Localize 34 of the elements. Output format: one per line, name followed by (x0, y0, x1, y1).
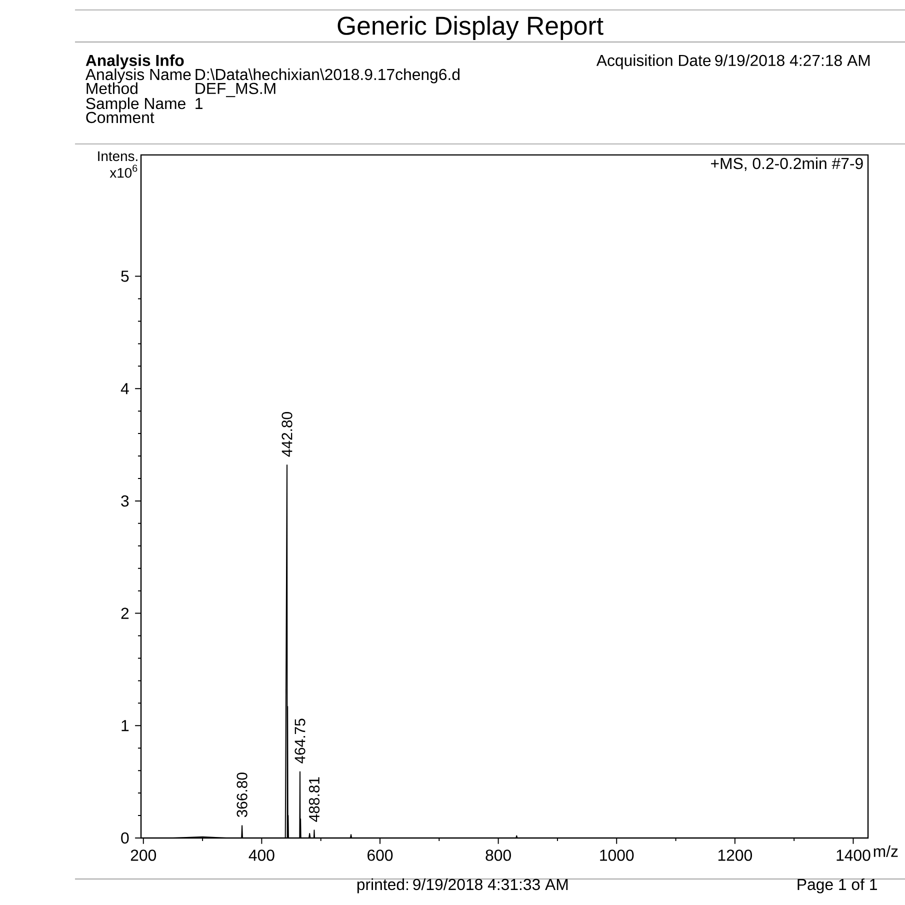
x-tick-label: 400 (248, 850, 274, 861)
annotation: 442.80 (282, 412, 292, 457)
x-tick-label: 1200 (718, 850, 752, 861)
annotation: 366.80 (236, 772, 248, 818)
text: Comment (86, 112, 154, 124)
text: D:\Data\hechixian\2018.9.17cheng6.d (196, 68, 460, 84)
x-axis-title: m/z (874, 845, 898, 858)
text: 9/19/2018 4:31:33 AM (413, 878, 568, 890)
x-tick-label: 600 (368, 850, 393, 861)
text: DEF_MS.M (196, 82, 276, 98)
text: 1 (196, 98, 202, 109)
text: Acquisition Date (596, 54, 711, 70)
text: Method (86, 82, 138, 94)
y-tick-label: 4 (120, 383, 129, 394)
y-tick-label: 2 (121, 608, 129, 619)
y-axis-title: Intens. x10$^{6}$ (98, 151, 138, 178)
annotation: +MS, 0.2-0.2min #7-9 (711, 157, 863, 171)
y-tick-label: 3 (121, 495, 129, 507)
y-tick-label: 0 (121, 832, 129, 844)
y-tick-label: 1 (122, 720, 129, 732)
x-tick-label: 1000 (600, 850, 634, 861)
text: 9/19/2018 4:27:18 AM (715, 54, 870, 66)
text: Analysis Info (86, 54, 184, 70)
text: Page 1 of 1 (798, 878, 877, 894)
annotation: 464.75 (294, 718, 306, 764)
text: Sample Name (86, 97, 186, 112)
x-tick-label: 200 (130, 850, 156, 861)
chart-title: Generic Display Report (338, 16, 604, 40)
x-tick-label: 800 (486, 850, 511, 861)
text: Analysis Name (85, 68, 191, 84)
y-tick-label: 5 (121, 270, 129, 282)
x-tick-label: 1400 (836, 850, 870, 861)
text: printed: (357, 878, 408, 894)
annotation: 488.81 (308, 777, 320, 822)
